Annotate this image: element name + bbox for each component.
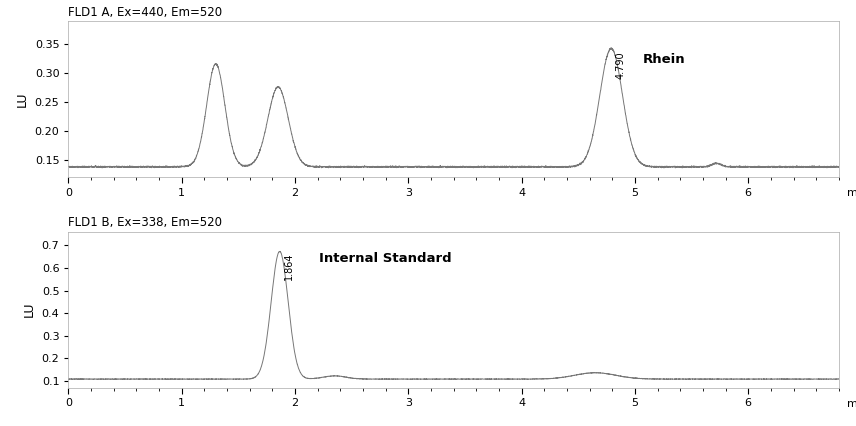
Y-axis label: LU: LU: [16, 92, 29, 107]
Text: FLD1 B, Ex=338, Em=520: FLD1 B, Ex=338, Em=520: [68, 216, 223, 229]
Text: min: min: [847, 188, 856, 198]
Text: min: min: [847, 399, 856, 409]
Text: FLD1 A, Ex=440, Em=520: FLD1 A, Ex=440, Em=520: [68, 6, 223, 19]
Y-axis label: LU: LU: [23, 302, 36, 317]
Text: 4.790: 4.790: [615, 51, 626, 79]
Text: Internal Standard: Internal Standard: [319, 252, 452, 265]
Text: 1.864: 1.864: [284, 253, 294, 280]
Text: Rhein: Rhein: [643, 54, 686, 66]
